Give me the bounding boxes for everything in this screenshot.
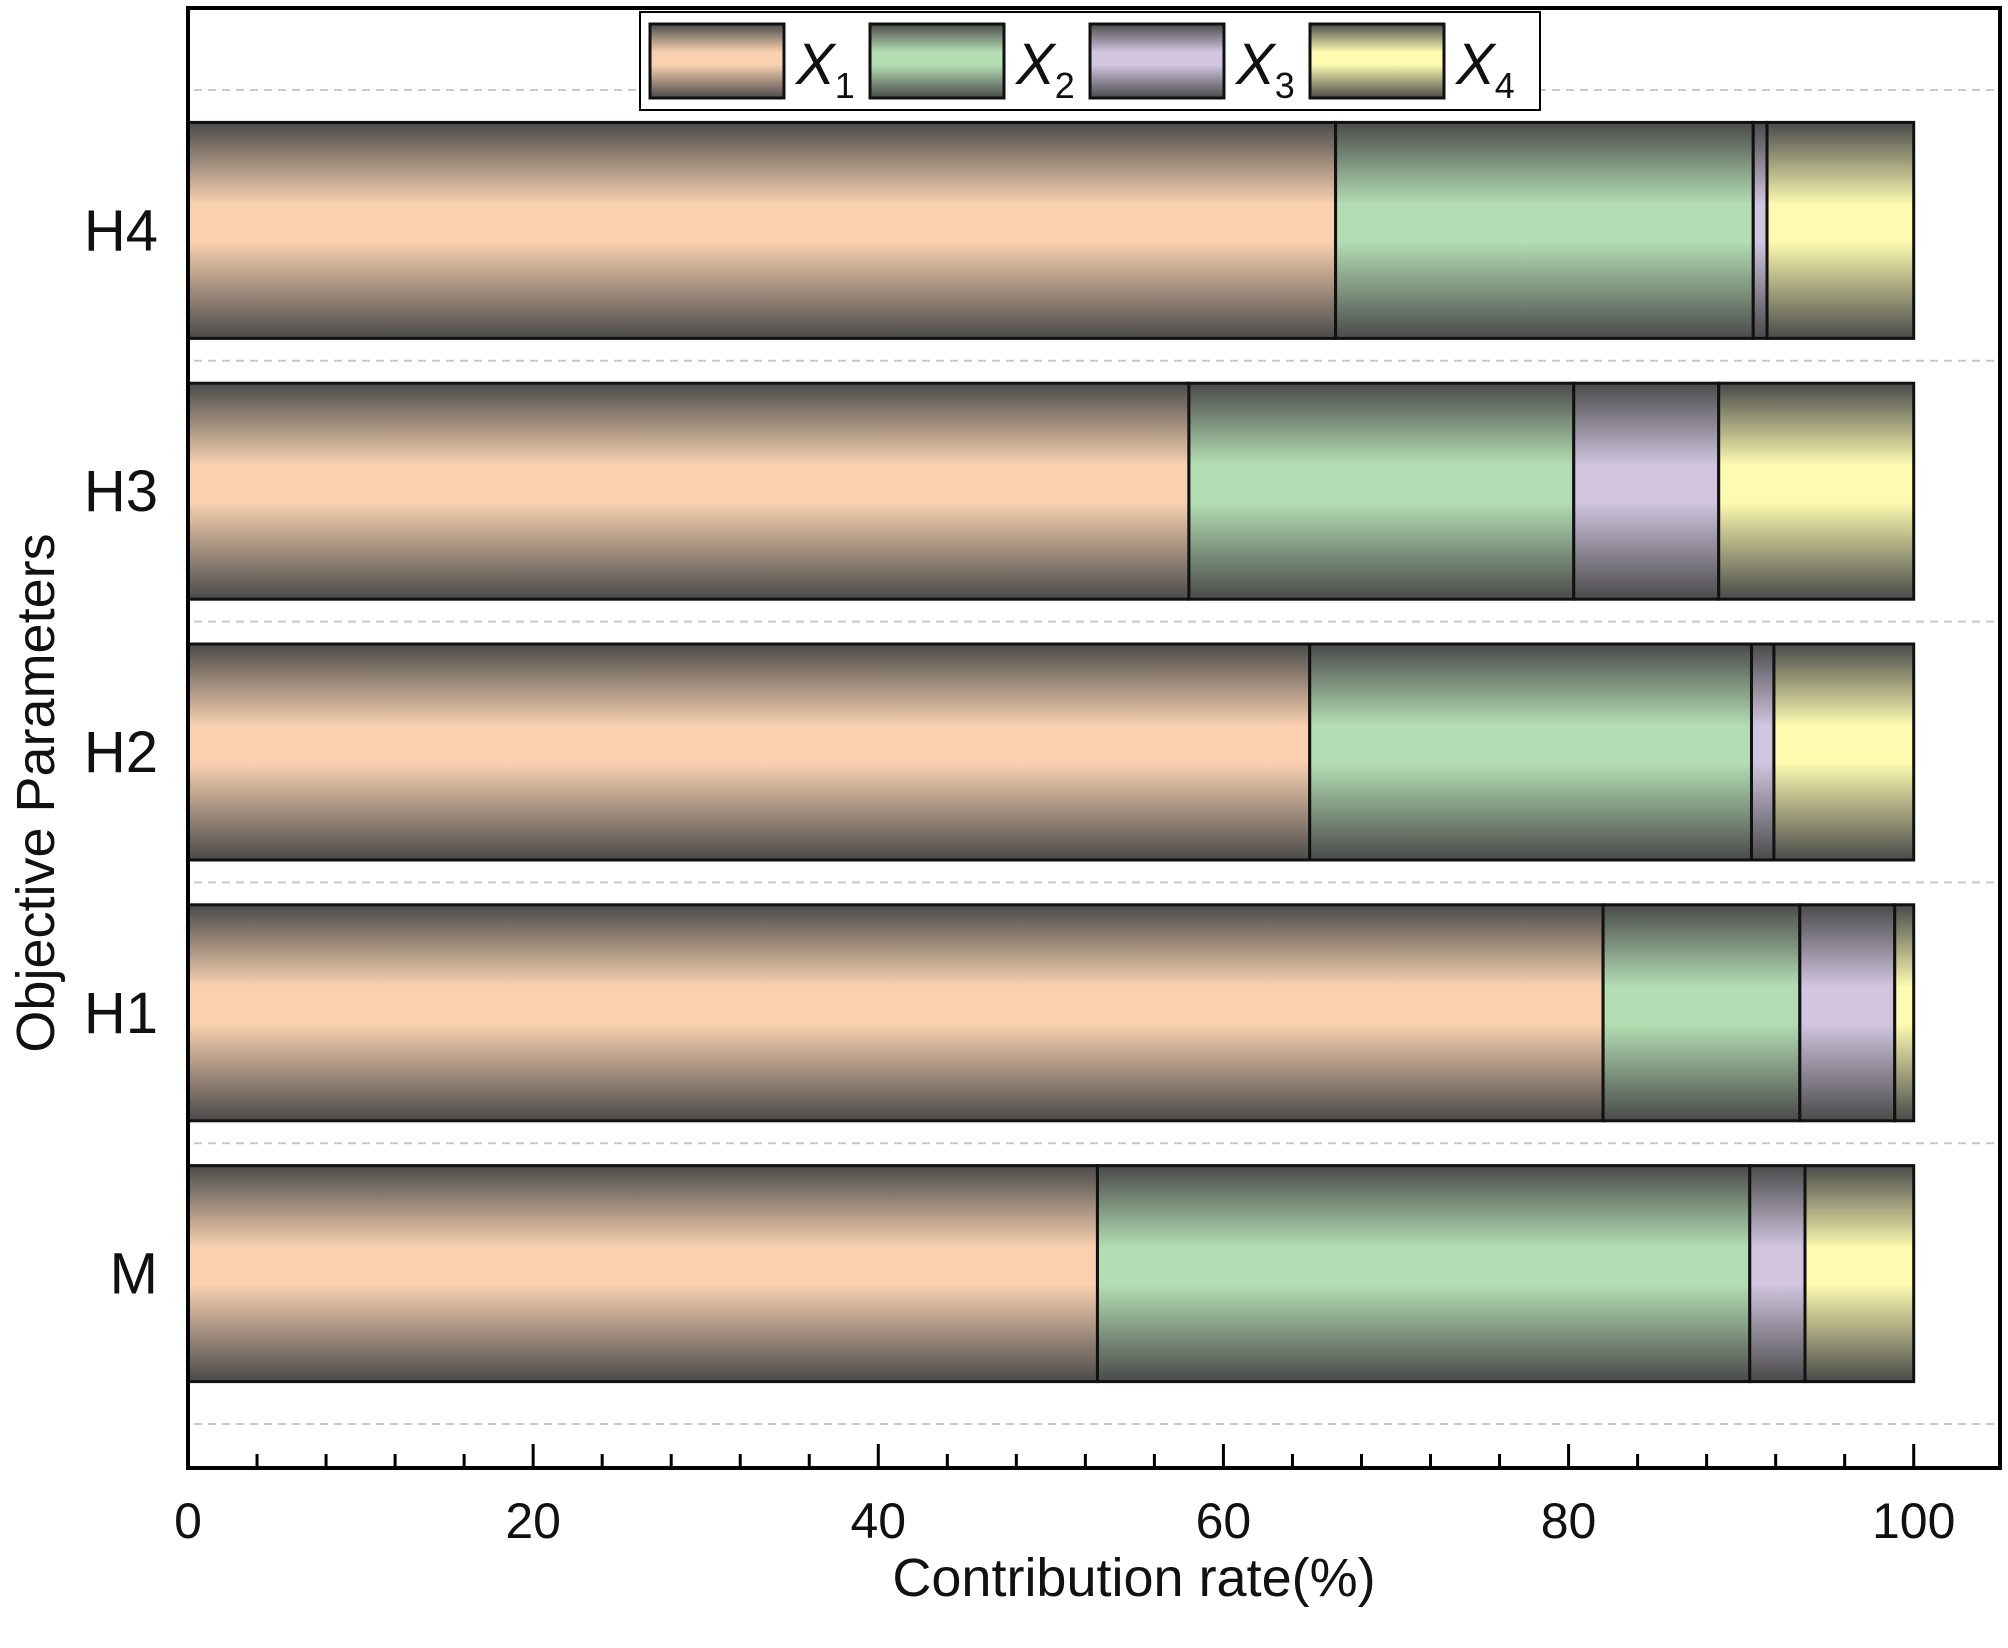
bar-h1-x4 <box>1893 903 1916 1123</box>
bar-h3-x4 <box>1717 381 1916 601</box>
bar-h4-x2 <box>1334 120 1755 340</box>
x-tick-label: 100 <box>1872 1493 1955 1549</box>
bar-h2-x4 <box>1772 642 1916 862</box>
x-tick-label: 0 <box>174 1493 202 1549</box>
bar-m-x3 <box>1748 1164 1807 1384</box>
bar-h4-x3 <box>1751 120 1769 340</box>
x-axis: 0 20 40 60 80 100 <box>174 1444 1955 1549</box>
y-tick-label: H3 <box>84 459 158 524</box>
bar-h4-x1 <box>186 120 1338 340</box>
x-tick-label: 20 <box>505 1493 561 1549</box>
bar-h3-x1 <box>186 381 1191 601</box>
bar-m-x1 <box>186 1164 1099 1384</box>
bar-h2-x2 <box>1308 642 1753 862</box>
legend-swatch <box>868 22 1006 100</box>
y-axis: M H1 H2 H3 H4 <box>84 198 158 1306</box>
bar-m-x4 <box>1803 1164 1916 1384</box>
legend-swatch <box>648 22 786 100</box>
bar-h3-x3 <box>1572 381 1721 601</box>
bar-h2-x1 <box>186 642 1312 862</box>
bar-m-x2 <box>1095 1164 1752 1384</box>
bar-h1-x2 <box>1601 903 1802 1123</box>
bars <box>186 120 1916 1384</box>
y-axis-title: Objective Parameters <box>6 533 66 1052</box>
x-tick-label: 40 <box>850 1493 906 1549</box>
legend: X1 X2 X3 X4 <box>639 11 1541 111</box>
bar-h2-x3 <box>1749 642 1776 862</box>
y-tick-label: H1 <box>84 981 158 1046</box>
y-tick-label: H4 <box>84 198 158 263</box>
y-tick-label: M <box>110 1242 158 1307</box>
x-tick-label: 60 <box>1196 1493 1252 1549</box>
plot-frame <box>186 6 2002 1470</box>
x-tick-label: 80 <box>1541 1493 1597 1549</box>
legend-swatch <box>1088 22 1226 100</box>
x-axis-title: Contribution rate(%) <box>892 1548 1375 1608</box>
bar-h3-x2 <box>1187 381 1576 601</box>
legend-swatch <box>1308 22 1446 100</box>
y-tick-label: H2 <box>84 720 158 785</box>
bar-h1-x3 <box>1798 903 1897 1123</box>
bar-h1-x1 <box>186 903 1605 1123</box>
bar-h4-x4 <box>1765 120 1916 340</box>
